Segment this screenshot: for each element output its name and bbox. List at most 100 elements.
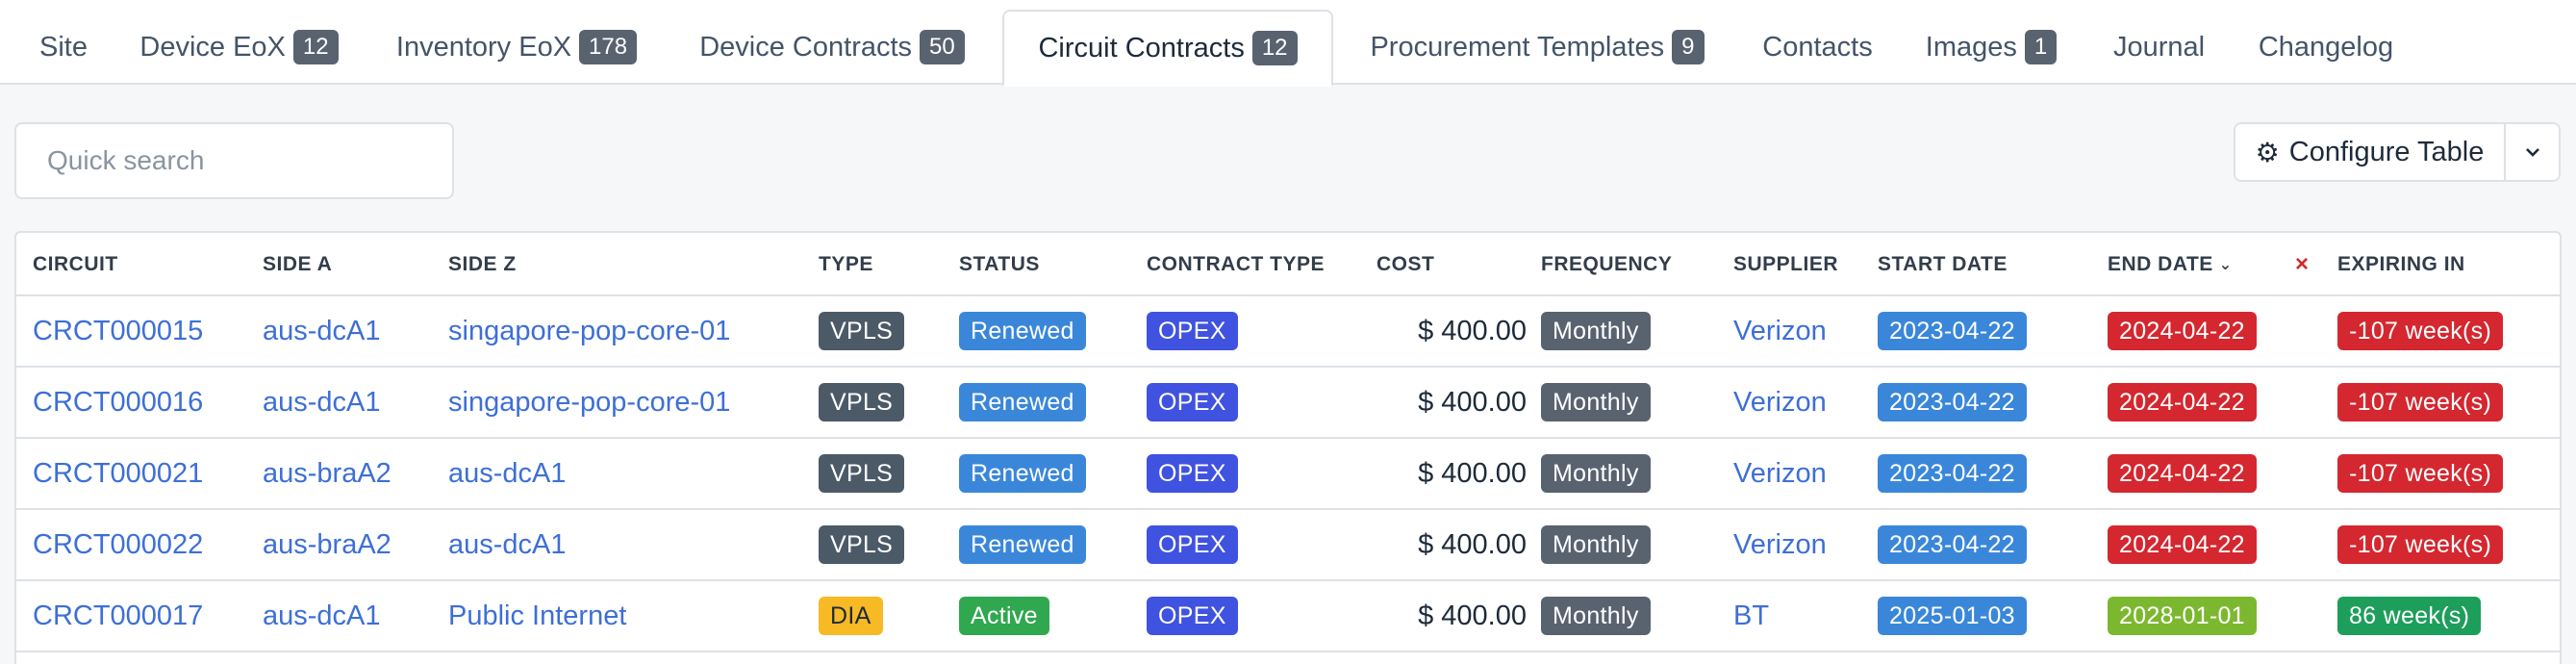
column-header-frequency[interactable]: FREQUENCY: [1541, 253, 1673, 275]
circuit-link[interactable]: CRCT000021: [33, 457, 204, 489]
column-header-status[interactable]: STATUS: [959, 253, 1040, 275]
column-header-end-date[interactable]: END DATE ⌄: [2108, 253, 2233, 275]
type-badge: VPLS: [819, 312, 905, 350]
expiring-in-badge: -107 week(s): [2337, 454, 2504, 493]
type-badge: DIA: [819, 597, 883, 635]
tab-site[interactable]: Site: [23, 10, 104, 85]
tab-count-badge: 50: [920, 30, 965, 64]
clear-sort-button[interactable]: ×: [2295, 233, 2310, 296]
tab-changelog[interactable]: Changelog: [2240, 10, 2412, 85]
column-header-cost[interactable]: COST: [1376, 253, 1435, 275]
column-header-type[interactable]: TYPE: [819, 253, 873, 275]
configure-table-button[interactable]: ⚙ Configure Table: [2234, 122, 2506, 182]
column-header-start-date[interactable]: START DATE: [1878, 253, 2008, 275]
tab-label: Changelog: [2258, 31, 2394, 63]
type-badge: VPLS: [819, 383, 905, 421]
expiring-in-badge: -107 week(s): [2337, 312, 2504, 350]
contract-type-badge: OPEX: [1147, 597, 1238, 635]
side-a-link[interactable]: aus-braA2: [263, 457, 391, 489]
circuit-link[interactable]: CRCT000015: [33, 315, 204, 346]
end-date-badge: 2028-01-01: [2108, 597, 2257, 635]
tab-count-badge: 12: [1251, 31, 1298, 65]
quick-search-input[interactable]: [14, 122, 454, 199]
column-header-circuit[interactable]: CIRCUIT: [33, 253, 118, 275]
cost-value: $ 400.00: [1418, 386, 1527, 418]
supplier-link[interactable]: Verizon: [1733, 315, 1827, 346]
start-date-badge: 2023-04-22: [1878, 383, 2027, 421]
frequency-badge: Monthly: [1541, 383, 1651, 421]
expiring-in-badge: 86 week(s): [2337, 597, 2482, 635]
side-a-link[interactable]: aus-braA2: [263, 528, 391, 560]
table-row: CRCT000021 aus-braA2 aus-dcA1 VPLS Renew…: [16, 439, 2560, 510]
tab-contacts[interactable]: Contacts: [1743, 10, 1892, 85]
supplier-link[interactable]: Verizon: [1733, 457, 1827, 489]
tab-circuit-contracts[interactable]: Circuit Contracts 12: [1002, 10, 1333, 87]
configure-table-group: ⚙ Configure Table: [2234, 122, 2561, 182]
cost-value: $ 400.00: [1418, 600, 1527, 631]
table-header: CIRCUIT SIDE A SIDE Z TYPE STATUS CONTRA…: [16, 233, 2560, 296]
end-date-badge: 2024-04-22: [2108, 454, 2257, 493]
tab-device-eox[interactable]: Device EoX 12: [126, 10, 352, 85]
cost-value: $ 400.00: [1418, 457, 1527, 489]
contract-type-badge: OPEX: [1147, 454, 1238, 493]
tab-count-badge: 1: [2024, 30, 2058, 64]
circuit-contracts-table: CIRCUIT SIDE A SIDE Z TYPE STATUS CONTRA…: [14, 231, 2562, 664]
tab-label: Device Contracts: [699, 31, 913, 63]
side-z-link[interactable]: singapore-pop-core-01: [448, 386, 731, 418]
column-header-expiring-in[interactable]: EXPIRING IN: [2337, 253, 2465, 275]
contract-type-badge: OPEX: [1147, 525, 1238, 564]
side-z-link[interactable]: singapore-pop-core-01: [448, 315, 731, 346]
frequency-badge: Monthly: [1541, 454, 1651, 493]
tab-label: Circuit Contracts: [1038, 32, 1245, 64]
side-z-link[interactable]: aus-dcA1: [448, 528, 567, 560]
end-date-badge: 2024-04-22: [2108, 525, 2257, 564]
close-icon: ×: [2295, 251, 2310, 277]
tab-label: Inventory EoX: [395, 31, 572, 63]
type-badge: VPLS: [819, 454, 905, 493]
end-date-badge: 2024-04-22: [2108, 312, 2257, 350]
side-z-link[interactable]: aus-dcA1: [448, 457, 567, 489]
column-header-contract-type[interactable]: CONTRACT TYPE: [1147, 253, 1325, 275]
tab-count-badge: 12: [292, 30, 339, 64]
tab-images[interactable]: Images 1: [1909, 10, 2073, 85]
tab-bar: Site Device EoX 12 Inventory EoX 178 Dev…: [0, 0, 2576, 87]
start-date-badge: 2023-04-22: [1878, 312, 2027, 350]
tab-label: Procurement Templates: [1370, 31, 1665, 63]
supplier-link[interactable]: Verizon: [1733, 386, 1827, 418]
circuit-link[interactable]: CRCT000017: [33, 600, 204, 631]
start-date-badge: 2023-04-22: [1878, 525, 2027, 564]
cost-value: $ 400.00: [1418, 528, 1527, 560]
sort-desc-icon: ⌄: [2218, 257, 2233, 273]
status-badge: Renewed: [959, 525, 1086, 564]
configure-table-menu-button[interactable]: [2506, 122, 2561, 182]
status-badge: Renewed: [959, 454, 1086, 493]
side-a-link[interactable]: aus-dcA1: [263, 600, 381, 631]
tab-count-badge: 9: [1672, 30, 1705, 64]
frequency-badge: Monthly: [1541, 597, 1651, 635]
column-header-supplier[interactable]: SUPPLIER: [1733, 253, 1839, 275]
cost-value: $ 400.00: [1418, 315, 1527, 346]
circuit-link[interactable]: CRCT000016: [33, 386, 204, 418]
side-a-link[interactable]: aus-dcA1: [263, 315, 381, 346]
column-header-side-a[interactable]: SIDE A: [263, 253, 333, 275]
configure-table-label: Configure Table: [2288, 136, 2485, 167]
supplier-link[interactable]: BT: [1733, 600, 1770, 631]
tab-device-contracts[interactable]: Device Contracts 50: [679, 10, 985, 85]
tab-label: Journal: [2112, 31, 2206, 63]
tab-label: Site: [39, 31, 88, 63]
tab-inventory-eox[interactable]: Inventory EoX 178: [378, 10, 655, 85]
expiring-in-badge: -107 week(s): [2337, 525, 2504, 564]
status-badge: Active: [959, 597, 1049, 635]
side-z-link[interactable]: Public Internet: [448, 600, 627, 631]
tab-procurement-templates[interactable]: Procurement Templates 9: [1347, 10, 1728, 85]
type-badge: VPLS: [819, 525, 905, 564]
column-header-side-z[interactable]: SIDE Z: [448, 253, 517, 275]
start-date-badge: 2023-04-22: [1878, 454, 2027, 493]
tab-count-badge: 178: [579, 30, 638, 64]
side-a-link[interactable]: aus-dcA1: [263, 386, 381, 418]
supplier-link[interactable]: Verizon: [1733, 528, 1827, 560]
circuit-link[interactable]: CRCT000022: [33, 528, 204, 560]
expiring-in-badge: -107 week(s): [2337, 383, 2504, 421]
tab-journal[interactable]: Journal: [2099, 10, 2219, 85]
table-row: CRCT000015 aus-dcA1 singapore-pop-core-0…: [16, 296, 2560, 368]
